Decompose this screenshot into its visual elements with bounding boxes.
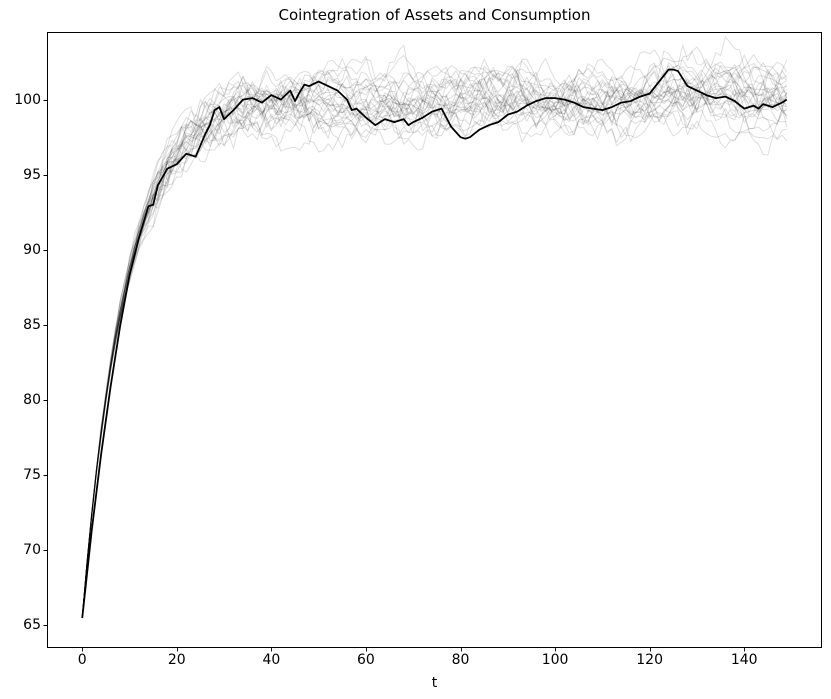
x-tick-label: 0 <box>77 652 87 668</box>
y-tick-label: 70 <box>23 542 41 559</box>
chart-title: Cointegration of Assets and Consumption <box>278 6 591 24</box>
x-tick-label: 140 <box>730 652 758 668</box>
x-tick-label: 60 <box>357 652 375 668</box>
y-tick-label: 65 <box>23 617 41 634</box>
y-tick-label: 75 <box>23 467 41 484</box>
x-tick-label: 120 <box>636 652 663 668</box>
x-tick-label: 100 <box>541 652 569 668</box>
x-axis-label: t <box>431 675 438 691</box>
y-tick-label: 85 <box>23 316 41 333</box>
y-tick-label: 90 <box>23 241 41 258</box>
y-tick-label: 95 <box>23 166 41 183</box>
y-tick-label: 100 <box>14 91 41 108</box>
x-tick-label: 80 <box>451 652 470 668</box>
x-tick-label: 20 <box>167 652 186 668</box>
y-tick-label: 80 <box>23 392 41 409</box>
x-tick-label: 40 <box>262 652 281 668</box>
